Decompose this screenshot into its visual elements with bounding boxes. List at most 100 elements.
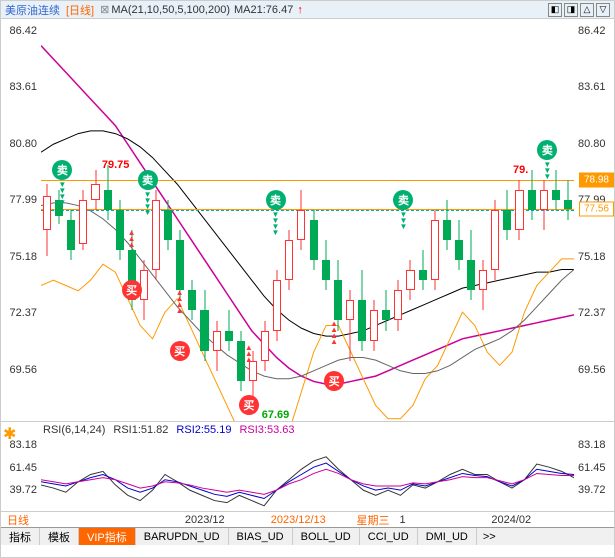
tab-BIAS_UD[interactable]: BIAS_UD [229,528,293,545]
candle[interactable] [198,19,210,421]
candle[interactable] [162,19,174,421]
candle[interactable] [174,19,186,421]
y-tick: 75.18 [9,251,37,263]
rsi-panel[interactable]: ✱ RSI(6,14,24)RSI1:51.82RSI2:55.19RSI3:5… [1,421,614,511]
candle[interactable] [441,19,453,421]
candle[interactable] [562,19,574,421]
y-axis-left: 86.4283.6180.8077.9975.1872.3769.56 [1,19,41,421]
tab-模板[interactable]: 模板 [40,528,79,545]
time-tick: 2023/12 [185,514,225,526]
candle[interactable] [308,19,320,421]
y-tick: 86.42 [578,25,606,37]
marker-arrows: ▲▲▲▲ [176,290,184,314]
header-icon-3[interactable]: ▽ [596,3,610,17]
candle[interactable] [538,19,550,421]
rsi-y-tick: 39.72 [9,484,37,496]
rsi-y-tick: 83.18 [9,439,37,451]
candle[interactable] [102,19,114,421]
header-icon-1[interactable]: ◨ [564,3,578,17]
sell-marker[interactable]: 卖 [266,190,286,210]
candle[interactable] [465,19,477,421]
candle[interactable] [501,19,513,421]
candle[interactable] [259,19,271,421]
candle[interactable] [126,19,138,421]
candle[interactable] [211,19,223,421]
candle[interactable] [41,19,53,421]
y-tick: 80.80 [578,138,606,150]
time-tick: 2024/02 [491,514,531,526]
y-tick: 75.18 [578,251,606,263]
y-tick: 69.56 [578,364,606,376]
sell-marker[interactable]: 卖 [138,170,158,190]
candle[interactable] [513,19,525,421]
y-tick: 69.56 [9,364,37,376]
candle[interactable] [526,19,538,421]
candle[interactable] [417,19,429,421]
chart-container: 美原油连续 [日线] ⊠ MA(21,10,50,5,100,200) MA21… [0,0,615,558]
y-axis-right: 86.4283.6180.8077.9975.1872.3769.5678.98… [574,19,614,421]
marker-arrows: ▲▲▲ [128,230,136,248]
sell-marker[interactable]: 卖 [52,160,72,180]
time-tick: 1 [399,514,405,526]
ma-icon: ⊠ [100,3,109,16]
chart-plot-area[interactable]: 卖▼▼▼▼卖▼▼▼▼买▲▲▲买▲▲▲▲卖▼▼▼▼买▲▲▲买▲▲▲▲卖▼▼▼卖▼▼… [41,19,574,421]
sell-marker[interactable]: 卖 [393,190,413,210]
buy-marker[interactable]: 买 [170,341,190,361]
tab-DMI_UD[interactable]: DMI_UD [418,528,477,545]
price-label: 67.69 [262,409,290,421]
buy-marker[interactable]: 买 [122,280,142,300]
tab-BOLL_UD[interactable]: BOLL_UD [293,528,360,545]
main-chart[interactable]: 86.4283.6180.8077.9975.1872.3769.56 86.4… [1,19,614,421]
candle[interactable] [477,19,489,421]
header-toolbar: ◧◨△▽ [548,3,610,17]
marker-arrows: ▼▼▼ [399,212,407,230]
tab-BARUPDN_UD[interactable]: BARUPDN_UD [136,528,229,545]
y-tick: 86.42 [9,25,37,37]
candle[interactable] [283,19,295,421]
rsi-plot-area[interactable] [41,438,574,511]
marker-arrows: ▼▼▼▼ [144,192,152,216]
time-axis: 日线 2023/122023/12/13星期三12024/02 [1,511,614,527]
buy-marker[interactable]: 买 [239,395,259,415]
candle[interactable] [223,19,235,421]
candle[interactable] [186,19,198,421]
rsi-label: RSI3:53.63 [239,424,294,436]
candle[interactable] [429,19,441,421]
candle[interactable] [332,19,344,421]
tab-指标[interactable]: 指标 [1,528,40,545]
candle[interactable] [453,19,465,421]
candle[interactable] [344,19,356,421]
y-tick: 80.80 [9,138,37,150]
candle[interactable] [489,19,501,421]
candle[interactable] [356,19,368,421]
ma-value: 76.47 [266,4,294,16]
instrument-title: 美原油连续 [5,2,60,18]
rsi-y-left: 83.1861.4539.72 [1,438,41,511]
candle[interactable] [138,19,150,421]
y-tick: 83.61 [578,81,606,93]
rsi-y-right: 83.1861.4539.72 [574,438,614,511]
header-icon-0[interactable]: ◧ [548,3,562,17]
sell-marker[interactable]: 卖 [537,140,557,160]
header-icon-2[interactable]: △ [580,3,594,17]
indicator-tabs: 指标模板VIP指标BARUPDN_UDBIAS_UDBOLL_UDCCI_UDD… [1,527,614,545]
tab-scroll-right[interactable]: >> [477,529,502,545]
candle[interactable] [65,19,77,421]
tab-VIP指标[interactable]: VIP指标 [79,528,136,545]
buy-marker[interactable]: 买 [324,371,344,391]
marker-arrows: ▼▼▼ [543,162,551,180]
candle[interactable] [380,19,392,421]
tab-CCI_UD[interactable]: CCI_UD [360,528,418,545]
period-label: [日线] [66,2,94,18]
candle[interactable] [550,19,562,421]
candle[interactable] [53,19,65,421]
candle[interactable] [114,19,126,421]
candle[interactable] [295,19,307,421]
marker-arrows: ▼▼▼▼ [272,212,280,236]
candle[interactable] [150,19,162,421]
candle[interactable] [89,19,101,421]
candle[interactable] [320,19,332,421]
candle[interactable] [77,19,89,421]
price-label: 79. [513,164,528,176]
candle[interactable] [368,19,380,421]
